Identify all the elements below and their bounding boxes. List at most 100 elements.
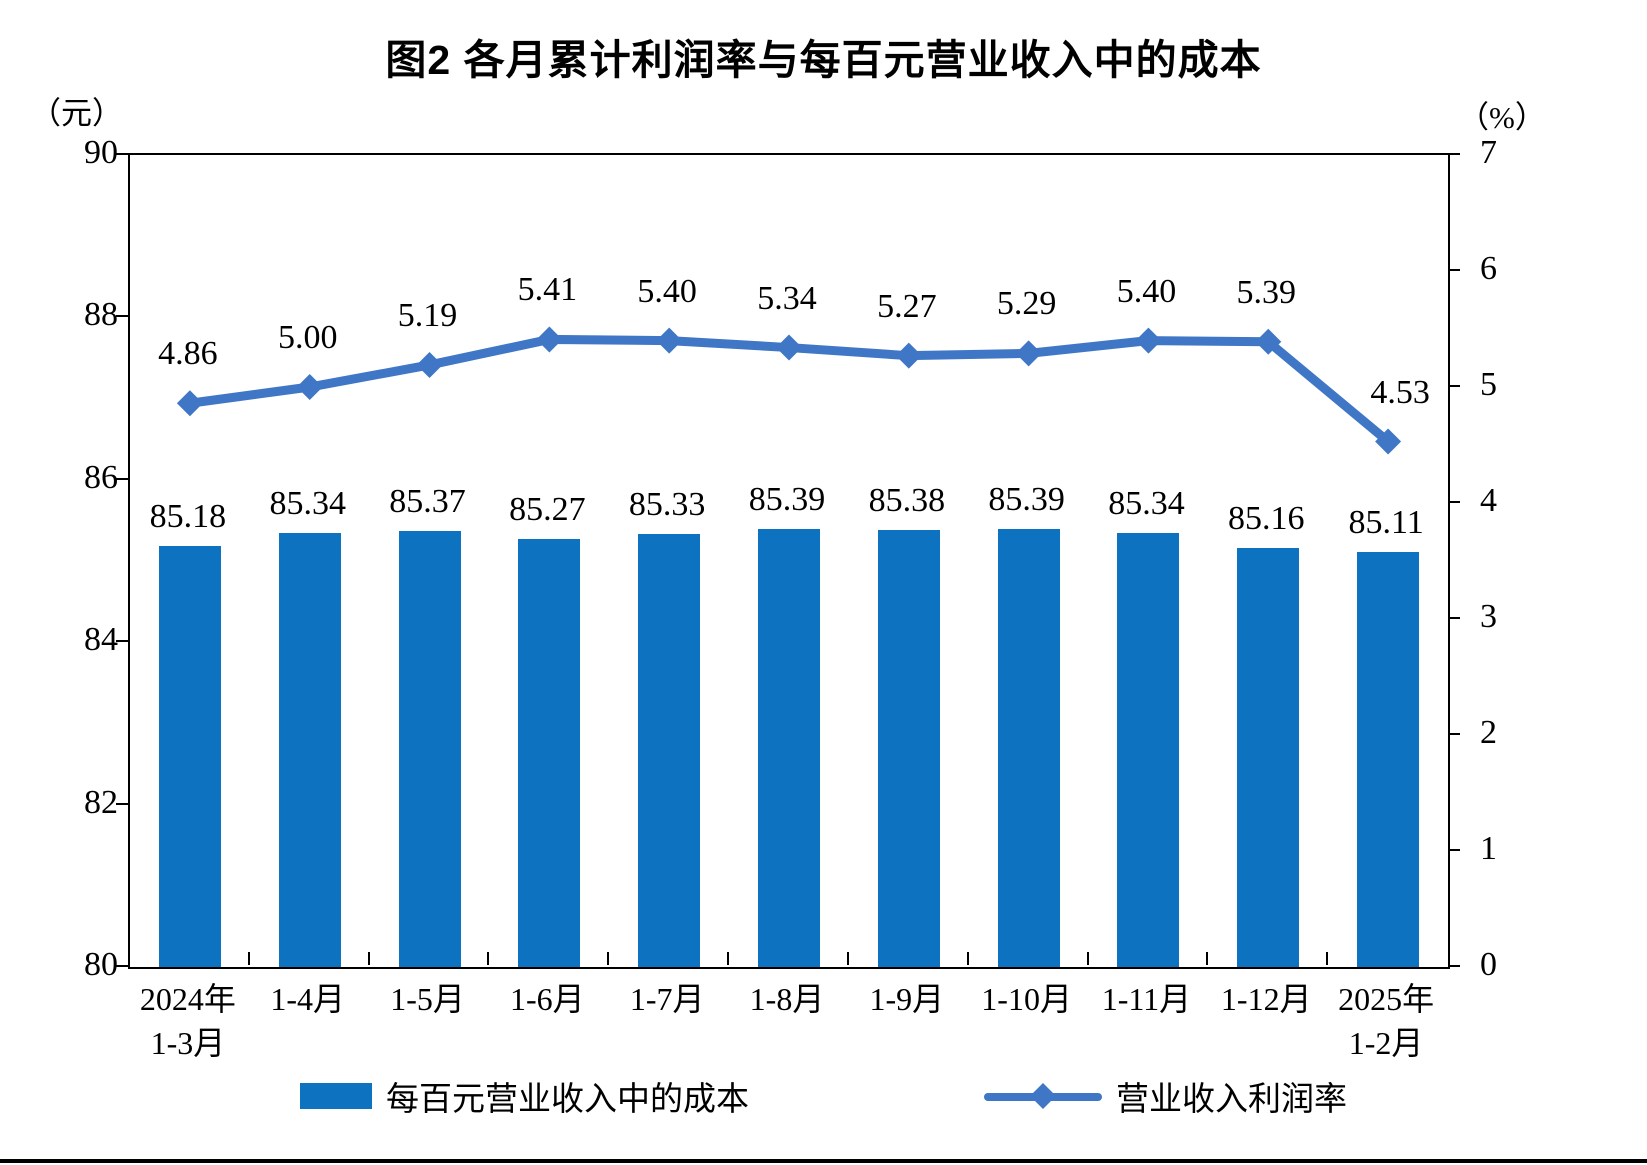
line-swatch-icon (984, 1081, 1102, 1111)
page-divider (0, 1159, 1647, 1163)
right-axis-tick (1448, 965, 1460, 967)
line-value-label: 5.00 (277, 319, 338, 356)
legend-label-profit: 营业收入利润率 (1116, 1082, 1347, 1118)
x-axis-boundary-tick (966, 952, 969, 965)
bar (158, 546, 221, 967)
x-axis-tick-label: 2024年 1-3月 (140, 977, 236, 1065)
x-axis-tick-label: 1-8月 (750, 977, 825, 1021)
bar-value-label: 85.34 (269, 485, 346, 523)
right-axis-tick-label: 2 (1480, 714, 1497, 751)
right-axis-tick (1448, 617, 1460, 619)
x-axis-boundary-tick (1326, 952, 1329, 965)
line-value-label: 5.39 (1236, 273, 1297, 311)
line-value-label: 5.29 (996, 285, 1057, 323)
x-axis-tick-label-line: 1-11月 (1101, 981, 1192, 1017)
bar-value-label: 85.27 (509, 491, 586, 529)
line-point-marker (1255, 328, 1282, 355)
left-axis-tick-label: 88 (84, 296, 118, 334)
line-value-label: 5.27 (877, 287, 937, 325)
left-axis-tick-label: 80 (84, 946, 118, 983)
bar-value-label: 85.38 (868, 482, 946, 520)
left-axis-tick-label: 82 (84, 783, 118, 821)
x-axis-tick-label: 1-7月 (630, 977, 705, 1021)
right-axis-tick-label: 1 (1480, 830, 1497, 867)
bar-value-label: 85.33 (628, 486, 706, 524)
right-axis-tick (1448, 153, 1460, 155)
x-axis-boundary-tick (846, 952, 849, 965)
left-axis-tick (116, 477, 128, 480)
bar-value-label: 85.39 (748, 481, 826, 519)
line-point-marker (416, 351, 443, 378)
left-axis-tick-label: 86 (84, 458, 118, 496)
x-axis-tick-label: 1-9月 (869, 977, 944, 1021)
x-axis-tick-label: 1-5月 (390, 977, 465, 1021)
bar-value-label: 85.18 (149, 498, 227, 536)
x-axis-tick-label-line: 1-10月 (981, 981, 1072, 1017)
line-value-label: 5.41 (517, 271, 578, 309)
x-axis-tick-label: 2025年 1-2月 (1338, 977, 1434, 1065)
x-axis-tick-label-line: 2024年 (139, 981, 236, 1017)
left-axis-tick-label: 84 (84, 621, 118, 659)
bar-swatch-icon (300, 1083, 372, 1109)
line-point-marker (1135, 327, 1162, 354)
bar-value-label: 85.37 (389, 482, 466, 520)
bar (278, 533, 341, 967)
bar-value-label: 85.16 (1228, 500, 1305, 537)
right-axis-tick-label: 4 (1480, 482, 1497, 519)
right-axis-tick (1448, 849, 1460, 851)
legend: 每百元营业收入中的成本 营业收入利润率 (0, 1072, 1647, 1120)
bar (1117, 533, 1180, 967)
x-axis-tick-label-line: 1-12月 (1220, 981, 1312, 1017)
bar-value-label: 85.34 (1108, 485, 1185, 523)
line-point-marker (1015, 340, 1042, 367)
left-axis-tick-label: 90 (84, 134, 118, 171)
x-axis-boundary-tick (1206, 952, 1209, 965)
right-axis-unit: （%） (1458, 100, 1546, 135)
line-point-marker (296, 374, 323, 400)
right-axis-tick (1448, 501, 1460, 503)
line-point-marker (176, 390, 203, 417)
left-axis-tick (116, 153, 128, 155)
right-axis-tick (1448, 385, 1460, 387)
bar-value-label: 85.11 (1348, 504, 1424, 542)
line-value-label: 5.34 (757, 279, 817, 317)
legend-item-cost: 每百元营业收入中的成本 (300, 1072, 749, 1120)
bar (1357, 552, 1420, 967)
line-series (176, 326, 1402, 455)
bar (758, 529, 820, 967)
x-axis-boundary-tick (607, 952, 610, 965)
right-axis-tick-label: 0 (1480, 946, 1497, 983)
diamond-icon (1030, 1083, 1056, 1109)
x-axis-tick-label-line: 1-6月 (510, 981, 585, 1017)
right-axis-tick (1448, 269, 1460, 271)
line-value-label: 5.40 (637, 272, 697, 310)
left-axis-tick (116, 802, 128, 805)
right-axis-tick-label: 7 (1480, 134, 1497, 171)
legend-label-cost: 每百元营业收入中的成本 (386, 1082, 749, 1118)
bar (877, 530, 940, 967)
right-axis-tick (1448, 733, 1460, 735)
line-value-label: 4.86 (158, 335, 218, 373)
x-axis-boundary-tick (727, 952, 730, 965)
line-value-label: 5.40 (1116, 272, 1177, 310)
chart-title: 图2 各月累计利润率与每百元营业收入中的成本 (385, 37, 1262, 83)
x-axis-tick-label: 1-11月 (1102, 977, 1191, 1021)
x-axis-boundary-tick (1086, 952, 1089, 965)
x-axis-tick-label-line: 1-9月 (869, 981, 945, 1017)
x-axis-tick-label-line: 1-8月 (749, 981, 825, 1017)
legend-item-profit: 营业收入利润率 (984, 1072, 1347, 1120)
line-point-marker (656, 327, 683, 354)
bar (398, 530, 461, 967)
line-value-label: 4.53 (1370, 373, 1430, 411)
x-axis-tick-label: 1-4月 (270, 977, 345, 1021)
right-axis-tick-label: 6 (1480, 250, 1497, 287)
x-axis-tick-label-line: 1-7月 (629, 981, 705, 1017)
x-axis-boundary-tick (247, 952, 250, 965)
right-axis-tick-label: 5 (1480, 366, 1497, 403)
line-point-marker (776, 334, 802, 361)
right-axis-tick-label: 3 (1480, 598, 1497, 635)
left-axis-tick (116, 640, 128, 643)
x-axis-boundary-tick (367, 952, 370, 965)
x-axis-tick-label-line: 1-4月 (270, 981, 346, 1017)
